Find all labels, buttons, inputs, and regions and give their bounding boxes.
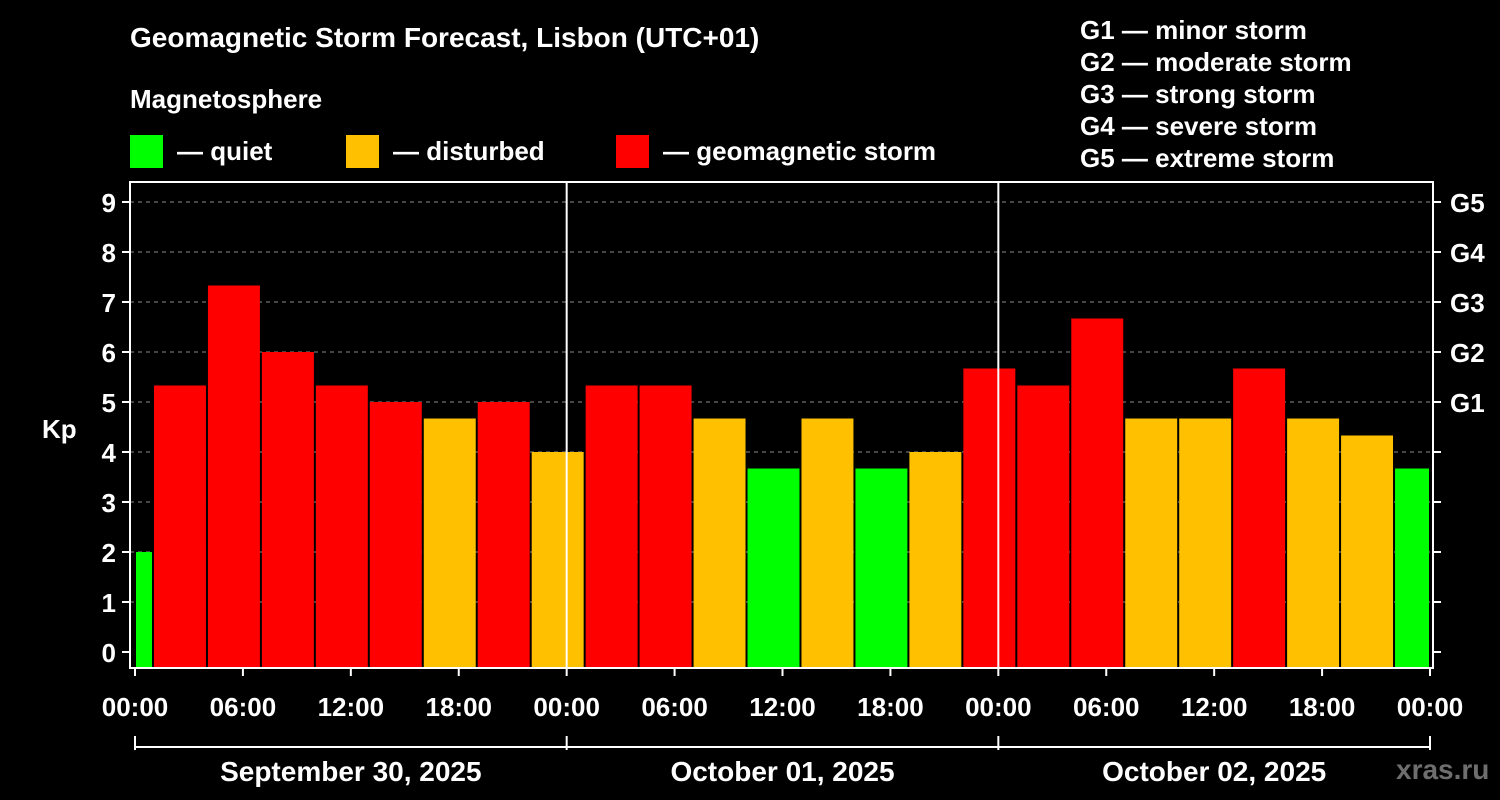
y-tick-label-7: 7 [102, 288, 116, 318]
bar-16 [963, 368, 1016, 668]
x-tick-label-0: 00:00 [102, 692, 169, 722]
y-tick-label-5: 5 [102, 388, 116, 418]
bar-5 [369, 402, 422, 668]
bar-15 [909, 452, 962, 668]
y-axis-label: Kp [42, 414, 77, 444]
x-tick-label-3: 18:00 [426, 692, 493, 722]
bar-7 [477, 402, 530, 668]
bar-20 [1179, 418, 1232, 668]
g-tick-label-g4: G4 [1450, 238, 1485, 268]
watermark: xras.ru [1396, 754, 1490, 785]
frame-layer [122, 181, 1441, 750]
g-tick-label-g3: G3 [1450, 288, 1485, 318]
bar-3 [261, 352, 314, 668]
g-tick-label-g5: G5 [1450, 188, 1485, 218]
legend-label-disturbed: — disturbed [393, 135, 545, 166]
legend-label-storm: — geomagnetic storm [663, 135, 937, 166]
bar-0 [136, 552, 152, 668]
y-tick-label-0: 0 [102, 638, 116, 668]
day-label-0: September 30, 2025 [220, 756, 482, 787]
bar-13 [801, 418, 854, 668]
bar-21 [1233, 368, 1286, 668]
bar-1 [153, 385, 206, 668]
bar-14 [855, 468, 908, 668]
y-tick-label-4: 4 [102, 438, 117, 468]
bar-17 [1017, 385, 1070, 668]
bar-8 [531, 452, 584, 668]
x-tick-label-6: 12:00 [749, 692, 816, 722]
bar-24 [1395, 468, 1429, 668]
x-tick-label-8: 00:00 [965, 692, 1032, 722]
bar-12 [747, 468, 800, 668]
day-label-1: October 01, 2025 [670, 756, 894, 787]
g-scale-legend: G1 — minor storm G2 — moderate storm G3 … [1080, 14, 1352, 174]
bar-4 [315, 385, 368, 668]
legend-item-storm: — geomagnetic storm [616, 134, 936, 168]
y-tick-label-2: 2 [102, 538, 116, 568]
x-tick-label-1: 06:00 [210, 692, 277, 722]
chart-title: Geomagnetic Storm Forecast, Lisbon (UTC+… [130, 22, 760, 53]
g-scale-item-g5: G5 — extreme storm [1080, 143, 1335, 173]
legend-swatch-quiet [130, 134, 163, 168]
bar-10 [639, 385, 692, 668]
g-tick-label-g2: G2 [1450, 338, 1485, 368]
g-scale-item-g3: G3 — strong storm [1080, 79, 1316, 109]
legend-item-quiet: — quiet [130, 134, 272, 168]
x-tick-label-7: 18:00 [857, 692, 924, 722]
bar-11 [693, 418, 746, 668]
bar-23 [1341, 435, 1394, 668]
bar-19 [1125, 418, 1178, 668]
legend-heading: Magnetosphere [130, 84, 323, 114]
bar-9 [585, 385, 638, 668]
bar-18 [1071, 318, 1124, 668]
legend-swatch-disturbed [346, 134, 379, 168]
g-scale-item-g4: G4 — severe storm [1080, 111, 1318, 141]
bar-2 [207, 285, 260, 668]
y-tick-label-6: 6 [102, 338, 116, 368]
x-tick-label-2: 12:00 [318, 692, 385, 722]
g-tick-label-g1: G1 [1450, 388, 1485, 418]
bar-6 [423, 418, 476, 668]
y-tick-label-3: 3 [102, 488, 116, 518]
x-tick-label-4: 00:00 [533, 692, 600, 722]
labels-layer: 0 1 2 3 4 5 6 7 8 9 G1 G2 G3 G4 G5 Kp 00:00 06:00 12:00 18:… [42, 188, 1485, 787]
x-tick-label-5: 06:00 [641, 692, 708, 722]
legend-item-disturbed: — disturbed [346, 134, 545, 168]
y-tick-label-8: 8 [102, 238, 116, 268]
x-tick-label-9: 06:00 [1073, 692, 1140, 722]
y-tick-label-9: 9 [102, 188, 116, 218]
x-tick-label-12: 00:00 [1397, 692, 1464, 722]
g-scale-item-g1: G1 — minor storm [1080, 15, 1307, 45]
legend-swatch-storm [616, 134, 649, 168]
y-tick-label-1: 1 [102, 588, 116, 618]
day-label-2: October 02, 2025 [1102, 756, 1326, 787]
g-scale-item-g2: G2 — moderate storm [1080, 47, 1352, 77]
bars-layer [136, 285, 1429, 668]
x-tick-label-11: 18:00 [1289, 692, 1356, 722]
legend-label-quiet: — quiet [177, 135, 273, 166]
bar-22 [1287, 418, 1340, 668]
x-tick-label-10: 12:00 [1181, 692, 1248, 722]
